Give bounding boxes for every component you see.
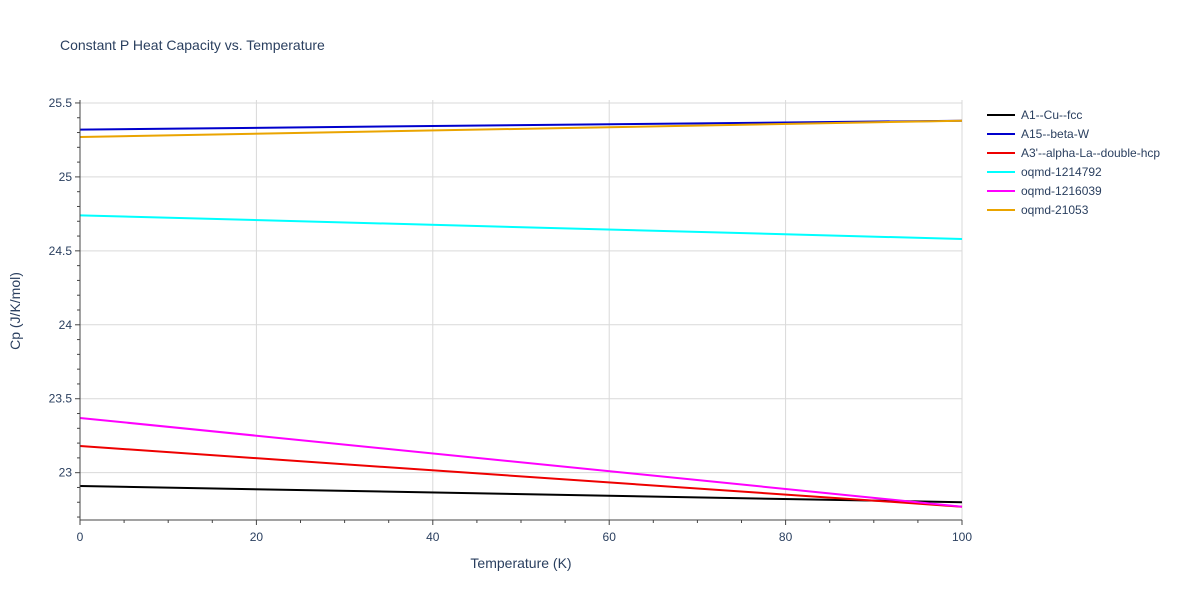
axes: 0 20 40 60 80 100 23 23.5 24 24.5 25 25.5 — [49, 96, 973, 544]
series-line — [79, 445, 963, 508]
chart-title: Constant P Heat Capacity vs. Temperature — [60, 37, 325, 53]
x-tick-label: 80 — [779, 530, 793, 544]
legend-item[interactable]: oqmd-21053 — [987, 203, 1089, 217]
series-line — [79, 484, 963, 504]
legend-label: A15--beta-W — [1021, 127, 1090, 141]
legend-item[interactable]: A1--Cu--fcc — [987, 108, 1082, 122]
y-tick-label: 24 — [59, 318, 73, 332]
legend-label: A3'--alpha-La--double-hcp — [1021, 146, 1160, 160]
y-axis-title: Cp (J/K/mol) — [7, 272, 23, 350]
y-tick-label: 24.5 — [49, 244, 73, 258]
y-tick-label: 25 — [59, 170, 73, 184]
legend-item[interactable]: A3'--alpha-La--double-hcp — [987, 146, 1160, 160]
legend-item[interactable]: oqmd-1216039 — [987, 184, 1102, 198]
x-axis-title: Temperature (K) — [470, 555, 571, 571]
y-tick-label: 23.5 — [49, 392, 73, 406]
plot-area — [79, 119, 963, 508]
legend-label: oqmd-1216039 — [1021, 184, 1102, 198]
x-tick-label: 40 — [426, 530, 440, 544]
y-tick-label: 25.5 — [49, 96, 73, 110]
series-line — [79, 119, 963, 131]
legend-item[interactable]: oqmd-1214792 — [987, 165, 1102, 179]
x-tick-label: 60 — [603, 530, 617, 544]
x-tick-label: 20 — [250, 530, 264, 544]
series-line — [79, 214, 963, 241]
legend-item[interactable]: A15--beta-W — [987, 127, 1090, 141]
legend-label: oqmd-1214792 — [1021, 165, 1102, 179]
series-line — [79, 416, 963, 508]
legend-label: A1--Cu--fcc — [1021, 108, 1082, 122]
x-tick-label: 0 — [77, 530, 84, 544]
y-tick-label: 23 — [59, 466, 73, 480]
series-line — [79, 119, 963, 138]
legend[interactable]: A1--Cu--fcc A15--beta-W A3'--alpha-La--dou… — [987, 108, 1160, 217]
x-tick-label: 100 — [952, 530, 972, 544]
grid — [80, 100, 963, 520]
legend-label: oqmd-21053 — [1021, 203, 1089, 217]
